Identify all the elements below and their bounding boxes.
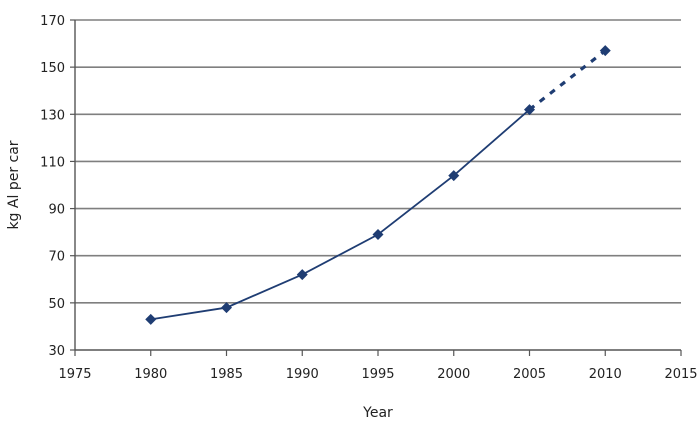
x-tick-label-2005: 2005 <box>513 367 546 382</box>
x-tick-label-1995: 1995 <box>361 367 394 382</box>
data-point-1995 <box>372 229 384 240</box>
y-tick-label-150: 150 <box>40 61 65 76</box>
data-point-2000 <box>448 170 460 182</box>
series-0-line <box>150 108 531 321</box>
x-tick-label-1975: 1975 <box>58 367 91 382</box>
series-1-line <box>528 49 607 111</box>
axes <box>70 19 682 356</box>
data-point-1985 <box>221 302 232 314</box>
grid-lines <box>75 19 681 304</box>
x-tick-label-2010: 2010 <box>589 367 622 382</box>
data-point-1980 <box>145 313 157 325</box>
y-tick-label-130: 130 <box>40 108 65 123</box>
x-tick-label-1990: 1990 <box>286 367 319 382</box>
x-tick-label-1985: 1985 <box>210 367 243 382</box>
series-group <box>145 45 611 325</box>
y-tick-label-170: 170 <box>40 14 65 29</box>
data-point-1990 <box>296 269 308 281</box>
y-tick-label-30: 30 <box>48 344 65 359</box>
y-tick-label-70: 70 <box>48 250 65 265</box>
y-tick-label-90: 90 <box>48 203 65 218</box>
y-tick-label-110: 110 <box>40 155 65 170</box>
tick-labels: 30 50 70 90 110 130 150 170 1975 1980 1985 1990 1995… <box>40 14 697 382</box>
data-point-2010 <box>599 45 611 57</box>
data-point-2005 <box>524 104 535 116</box>
x-tick-label-1980: 1980 <box>134 367 167 382</box>
x-tick-label-2000: 2000 <box>437 367 470 382</box>
y-axis-label: kg Al per car <box>6 140 22 229</box>
y-tick-label-50: 50 <box>48 297 65 312</box>
x-tick-label-2015: 2015 <box>664 367 697 382</box>
x-axis-label: Year <box>362 405 393 421</box>
